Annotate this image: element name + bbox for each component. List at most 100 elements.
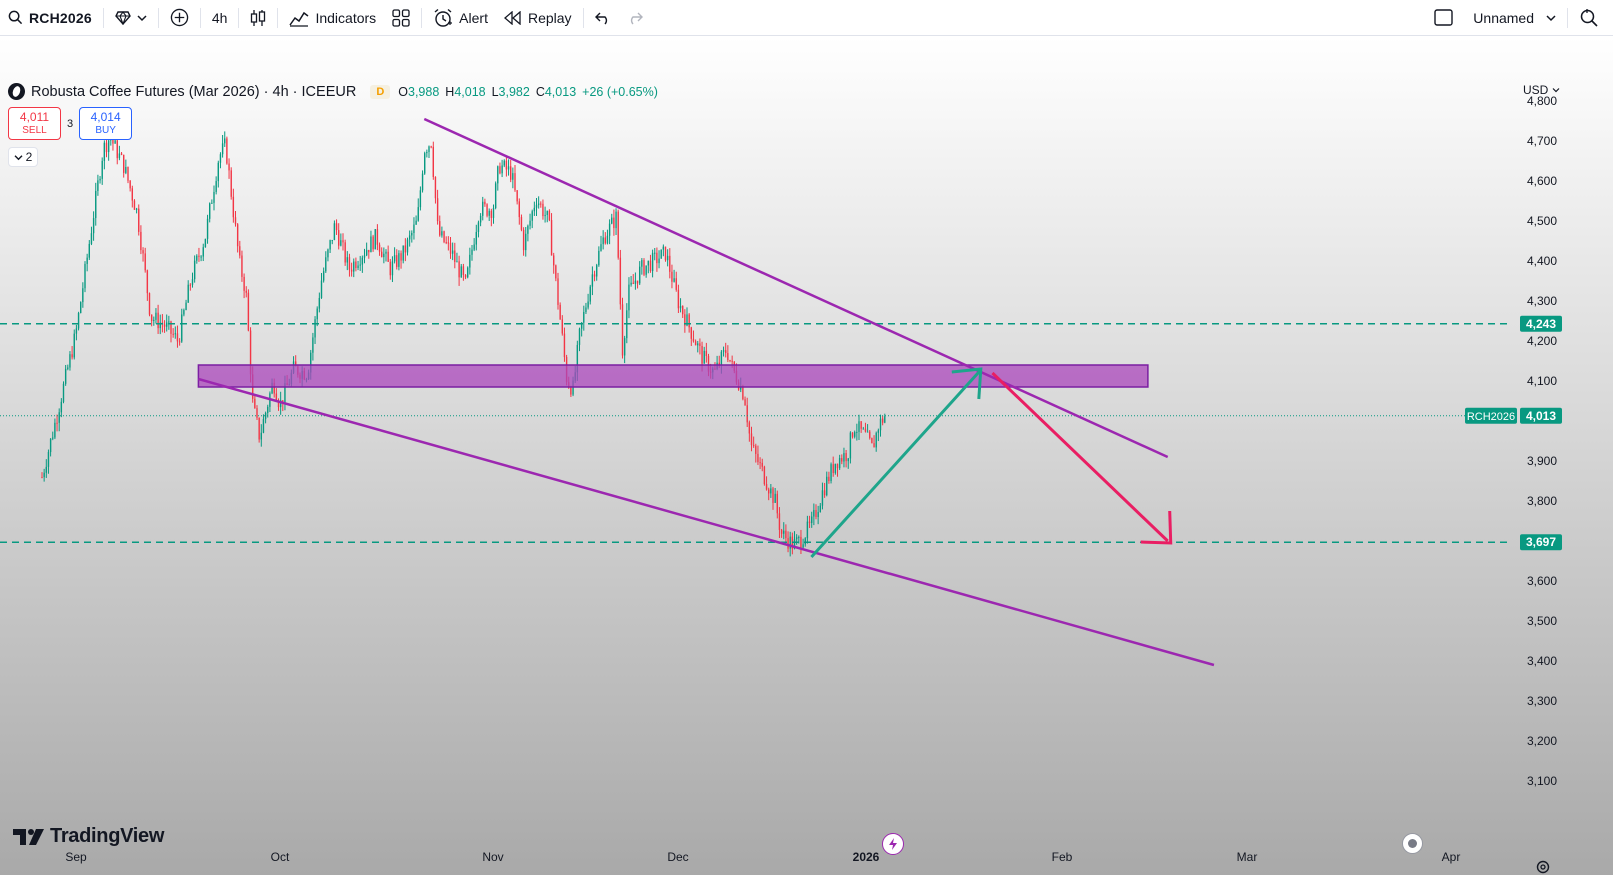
candle-body [542,203,544,217]
templates-button[interactable] [384,0,418,36]
candle [58,408,60,432]
candle-body [557,278,559,305]
candle [224,131,226,147]
candle [221,134,224,158]
candle [202,243,204,262]
alert-button[interactable]: Alert [425,0,496,36]
quick-search-button[interactable] [1571,0,1613,36]
compare-symbol-button[interactable] [162,0,197,36]
replay-button[interactable]: Replay [496,0,580,36]
candle-body [759,462,761,464]
candle [346,251,348,271]
candle-body [254,398,256,409]
candle-body [241,255,243,277]
candle [398,250,400,271]
candle-body [314,319,316,338]
sell-button[interactable]: 4,011 SELL [8,107,61,140]
undo-button[interactable] [587,0,619,36]
symbol-name: RCH2026 [29,9,92,26]
candle-body [755,445,757,454]
chart-type-button[interactable] [242,0,274,36]
candle-body [368,249,370,253]
candle [193,255,196,283]
low-value: 3,982 [498,84,530,99]
candle [497,165,499,191]
indicators-button[interactable]: Indicators [281,0,384,36]
chart-pane[interactable]: 4,800 4,700 4,600 4,500 4,400 4,300 4,200 4,100… [0,37,1613,875]
candle [213,185,215,211]
candle-body [439,221,441,236]
candle-body [434,176,437,199]
candle [183,308,185,317]
level-price-tag-text: 3,697 [1526,535,1556,549]
candle-body [215,181,217,192]
candle [262,414,265,434]
candle [791,532,794,555]
candle [658,250,660,269]
candle-body [142,250,144,254]
candle [90,226,93,246]
lightning-event-marker[interactable] [882,833,904,855]
candle-body [445,242,447,244]
candle-body [634,280,637,284]
candle-body [651,252,654,272]
candle-body [181,314,183,342]
candle-body [426,152,428,154]
candle-body [606,235,609,244]
candle [99,176,101,184]
candle-body [527,225,529,234]
currency-selector[interactable]: USD [1523,83,1560,97]
candle-body [404,245,407,253]
chevron-down-icon [14,154,23,160]
interval-button[interactable]: 4h [204,0,236,36]
candle-body [471,249,473,255]
redo-icon [630,12,643,24]
layout-menu[interactable]: Unnamed [1426,0,1564,36]
candle [641,258,643,275]
candle [499,162,501,175]
candle [471,244,473,261]
candle-body [830,464,832,481]
low-label: L [491,84,499,99]
candle-body [436,198,439,222]
candle [275,388,278,402]
candle [241,250,243,282]
buy-button[interactable]: 4,014 BUY [79,107,133,140]
lightning-icon [889,838,897,850]
candle [260,424,262,447]
candle-body [879,418,882,431]
candle [851,432,854,439]
candle [462,263,465,281]
candle [484,198,486,207]
candle-body [273,382,275,394]
candle [800,529,802,554]
candle [645,265,647,278]
candle [632,274,634,285]
candle [630,275,632,287]
candle [473,238,475,252]
candle-body [869,431,871,439]
symbol-type-dropdown[interactable] [107,0,155,36]
candle [727,345,729,363]
candle-body [417,207,419,221]
candle [236,223,239,253]
candle [856,423,858,441]
candle-body [84,263,86,289]
spread-value: 3 [67,117,74,130]
session-event-marker[interactable] [1402,833,1423,854]
gear-icon[interactable] [1535,859,1551,875]
candle [871,437,873,444]
candle [746,397,748,427]
candle [73,329,75,360]
candle-body [671,271,673,282]
candle-body [64,368,67,384]
candle [768,487,770,501]
candle [604,232,606,245]
symbol-search[interactable]: RCH2026 [0,0,100,36]
redo-button[interactable] [619,0,651,36]
candle-body [540,203,542,205]
candle-body [256,408,258,418]
indicator-collapse-toggle[interactable]: 2 [8,147,38,167]
candle-body [718,362,720,366]
price-chart[interactable]: 4,800 4,700 4,600 4,500 4,400 4,300 4,200 4,100… [0,37,1613,875]
